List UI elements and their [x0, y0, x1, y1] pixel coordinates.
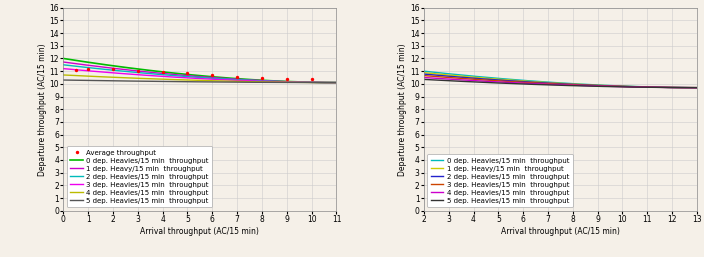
Point	[281, 77, 292, 81]
Point	[132, 68, 144, 72]
Legend: 0 dep. Heavies/15 min  throughput, 1 dep. Heavy/15 min  throughput, 2 dep. Heavi: 0 dep. Heavies/15 min throughput, 1 dep.…	[427, 154, 573, 207]
Point	[256, 76, 268, 80]
Point	[108, 67, 119, 71]
Point	[207, 73, 218, 77]
Y-axis label: Departure throughput (AC/15 min): Departure throughput (AC/15 min)	[38, 43, 46, 176]
Point	[157, 70, 168, 74]
X-axis label: Arrival throughput (AC/15 min): Arrival throughput (AC/15 min)	[501, 227, 620, 236]
Point	[232, 75, 243, 79]
Point	[182, 71, 193, 76]
Point	[70, 68, 82, 72]
Y-axis label: Departure throughput (AC/15 min): Departure throughput (AC/15 min)	[398, 43, 408, 176]
Point	[306, 77, 318, 81]
X-axis label: Arrival throughput (AC/15 min): Arrival throughput (AC/15 min)	[141, 227, 259, 236]
Legend: Average throughput, 0 dep. Heavies/15 min  throughput, 1 dep. Heavy/15 min  thro: Average throughput, 0 dep. Heavies/15 mi…	[67, 146, 212, 207]
Point	[82, 67, 94, 71]
